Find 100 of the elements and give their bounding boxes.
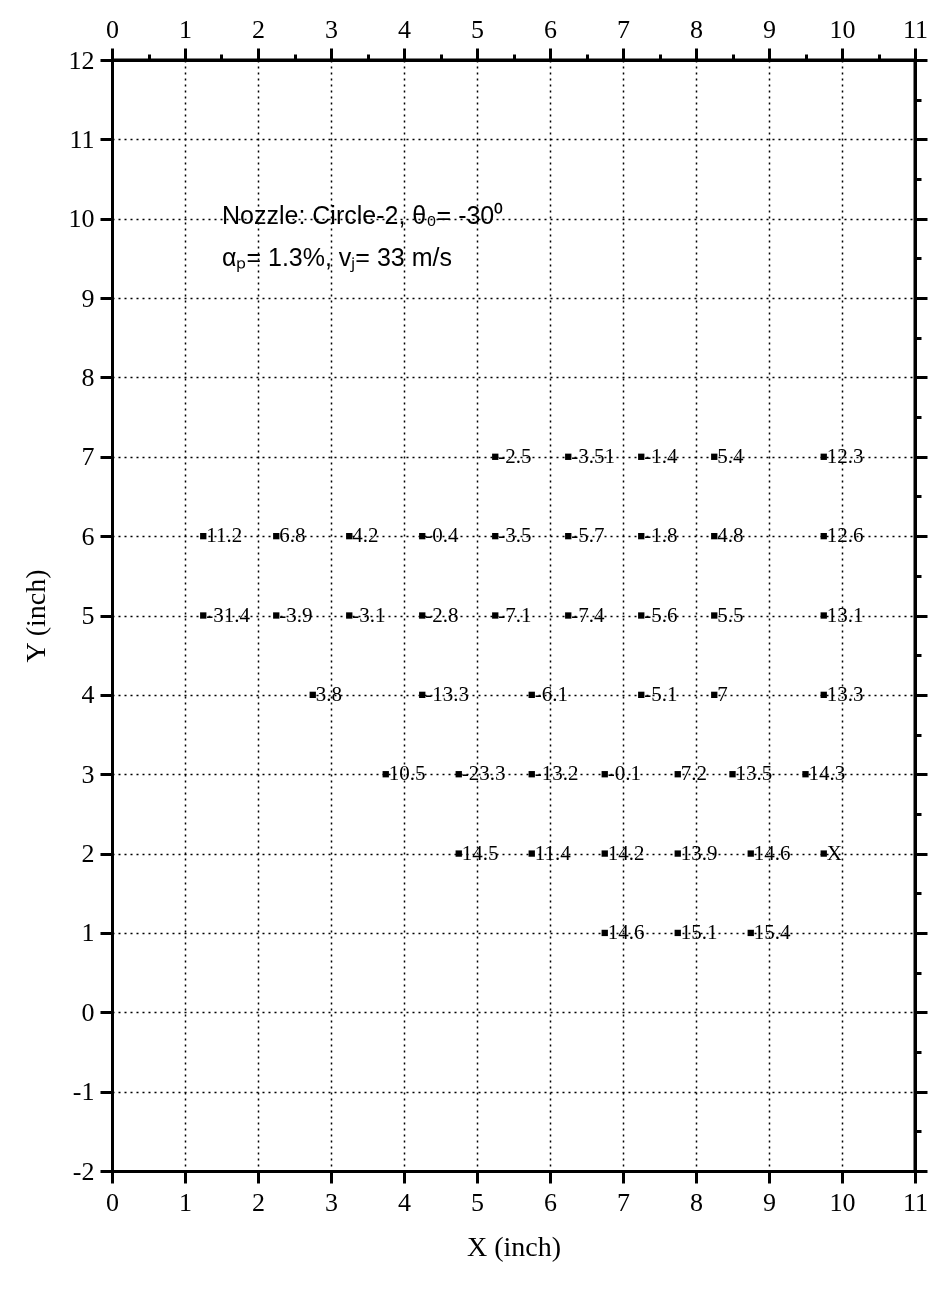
annotation: 6.8 [279, 523, 306, 548]
annotation: 10.5 [388, 761, 426, 786]
point [455, 771, 462, 778]
y-tick-label: 5 [81, 601, 95, 630]
x-tick-label: 8 [690, 1187, 703, 1217]
x-tick-label: 6 [544, 1187, 557, 1217]
x2-tick-label: 5 [471, 14, 484, 44]
point [820, 612, 827, 619]
annotation: -3.51 [571, 443, 615, 468]
point [638, 532, 645, 540]
y-tick-label: 0 [81, 997, 95, 1027]
annotation: 5.5 [717, 602, 744, 627]
annotation: -5.1 [644, 681, 678, 706]
y-tick-label: 12 [68, 45, 95, 75]
annotation: 4.2 [352, 523, 379, 548]
y-tick-label: -2 [72, 1156, 95, 1186]
annotation: 3.8 [315, 681, 342, 706]
point [273, 532, 280, 540]
annotation: -13.2 [534, 761, 579, 786]
annotation: -31.4 [206, 602, 251, 627]
x-tick-label: 10 [829, 1187, 856, 1217]
point [820, 453, 827, 460]
point [601, 850, 608, 857]
x2-tick-label: 3 [325, 14, 338, 44]
annotation: -5.6 [644, 602, 678, 627]
annotation: αₚ= 1.3%, vⱼ= 33 m/s [222, 243, 452, 272]
annotation: 15.4 [753, 919, 791, 944]
annotation: -5.7 [571, 523, 605, 548]
x-tick-label: 7 [617, 1187, 630, 1217]
annotation: -13.3 [425, 681, 469, 706]
annotation: 15.1 [680, 919, 718, 944]
x2-tick-label: 0 [106, 14, 119, 44]
point [382, 771, 389, 778]
annotation: 14.3 [808, 761, 846, 786]
point [200, 532, 207, 540]
point [747, 929, 754, 937]
x2-tick-label: 9 [763, 14, 776, 44]
point [711, 612, 718, 619]
x2-tick-label: 1 [179, 14, 192, 44]
annotation: 14.6 [607, 919, 645, 944]
annotation: 4.8 [717, 523, 744, 548]
point [747, 850, 754, 857]
annotation: 13.5 [735, 761, 773, 786]
annotation: 7.2 [680, 761, 707, 786]
annotation: -3.5 [498, 523, 532, 548]
x-tick-label: 9 [763, 1187, 776, 1217]
point [711, 691, 718, 699]
x2-tick-label: 10 [829, 14, 856, 44]
point [820, 691, 827, 699]
annotation: 12.6 [826, 523, 864, 548]
annotation: -0.4 [425, 523, 459, 548]
x-axis-title: X (inch) [466, 1230, 562, 1262]
point [528, 771, 535, 778]
x-tick-label: 4 [398, 1187, 411, 1217]
annotation: -1.8 [644, 523, 678, 548]
point [729, 771, 736, 778]
point [528, 691, 535, 699]
y-tick-label: 7 [81, 442, 95, 472]
point [492, 453, 499, 460]
point [601, 771, 608, 778]
annotation: X [826, 840, 842, 865]
point [674, 850, 681, 857]
point [492, 532, 499, 540]
annotation: 14.2 [607, 840, 645, 865]
annotation: 11.4 [534, 840, 572, 865]
point [455, 850, 462, 857]
x-tick-label: 11 [902, 1187, 929, 1217]
annotation: 13.3 [826, 681, 864, 706]
point [820, 850, 827, 857]
annotation: -7.4 [571, 602, 605, 627]
x2-tick-label: 4 [398, 14, 411, 44]
x-tick-label: 1 [179, 1187, 192, 1217]
point [638, 612, 645, 619]
annotation: 13.1 [826, 602, 864, 627]
point [674, 929, 681, 937]
annotation: 7 [717, 681, 728, 706]
point [711, 453, 718, 460]
annotation: -1.4 [644, 443, 678, 468]
point [528, 850, 535, 857]
y-tick-label: 4 [81, 680, 95, 710]
x2-tick-label: 7 [617, 14, 630, 44]
point [419, 532, 426, 540]
annotation: 5.4 [717, 443, 744, 468]
y-axis-title: Y (inch) [19, 569, 51, 663]
annotation: 12.3 [826, 443, 864, 468]
y-tick-label: 2 [81, 839, 95, 869]
point [492, 612, 499, 619]
x-tick-label: 3 [325, 1187, 338, 1217]
annotation: -7.1 [498, 602, 532, 627]
point [273, 612, 280, 619]
annotation: 13.9 [680, 840, 718, 865]
point [802, 771, 809, 778]
x2-tick-label: 11 [902, 14, 929, 44]
annotation: 14.6 [753, 840, 791, 865]
point [565, 532, 572, 540]
point [601, 929, 608, 937]
x2-tick-label: 2 [252, 14, 265, 44]
y-tick-label: 9 [81, 283, 95, 313]
y-tick-label: 6 [81, 521, 95, 551]
y-tick-label: 1 [81, 918, 95, 948]
